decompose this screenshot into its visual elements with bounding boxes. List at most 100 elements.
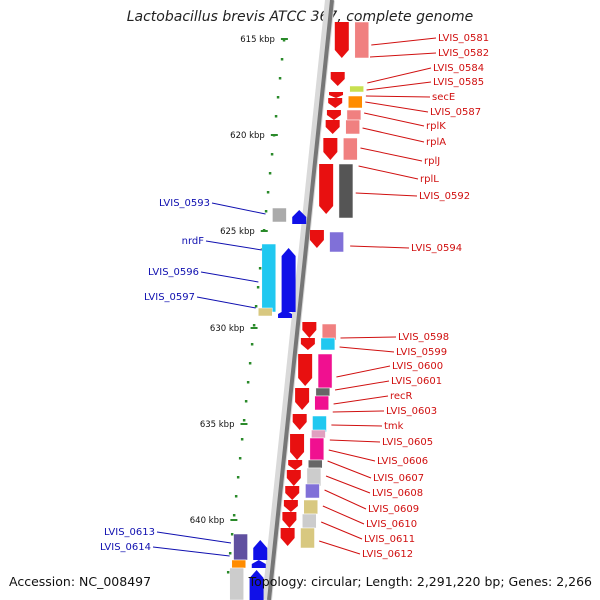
gene-feature-box xyxy=(300,527,315,549)
label-leader xyxy=(319,540,361,555)
gene-arrow-forward xyxy=(326,110,341,120)
gene-arrow-forward xyxy=(290,434,305,460)
gene-label: LVIS_0605 xyxy=(382,437,433,448)
gene-label: LVIS_0607 xyxy=(373,473,424,484)
backbone-layer xyxy=(262,0,335,600)
label-leader xyxy=(328,449,376,462)
gene-feature-box xyxy=(261,243,277,313)
label-leader xyxy=(364,112,425,127)
label-layer: LVIS_0581 LVIS_0582 LVIS_0584 LVIS_0585 secE… xyxy=(100,33,489,560)
axis-dot xyxy=(228,552,232,555)
gene-feature-box xyxy=(354,21,370,59)
gene-label: LVIS_0600 xyxy=(392,361,443,372)
tick-layer: 615 kbp 620 kbp 625 kbp 630 kbp 635 kbp 640 k… xyxy=(190,35,288,574)
label-leader xyxy=(211,202,266,215)
gene-label: LVIS_0610 xyxy=(366,519,417,530)
label-leader xyxy=(196,296,256,309)
gene-feature-box xyxy=(312,415,327,433)
label-leader xyxy=(334,380,390,391)
gene-label: LVIS_0611 xyxy=(364,534,415,545)
gene-arrow-reverse xyxy=(292,210,307,224)
tick-label: 640 kbp xyxy=(190,516,225,526)
gene-feature-box xyxy=(321,323,337,341)
label-leader xyxy=(340,336,397,339)
axis-dot xyxy=(244,400,248,403)
axis-dot xyxy=(252,324,256,327)
axis-dot xyxy=(264,210,268,213)
gene-label: LVIS_0614 xyxy=(100,542,151,553)
axis-dot xyxy=(234,495,238,498)
gene-label: rplL xyxy=(420,174,439,185)
label-leader xyxy=(350,245,410,249)
tick-label: 635 kbp xyxy=(200,420,235,430)
label-leader xyxy=(324,489,367,510)
gene-feature-box xyxy=(231,559,247,569)
gene-arrow-forward xyxy=(329,92,344,98)
gene-arrow-forward xyxy=(286,470,301,486)
gene-label: LVIS_0603 xyxy=(386,406,437,417)
gene-arrow-forward xyxy=(295,388,310,410)
map-title: Lactobacillus brevis ATCC 367, complete … xyxy=(126,9,474,25)
gene-feature-box xyxy=(349,85,364,93)
gene-feature-box xyxy=(329,231,344,253)
gene-feature-box xyxy=(257,307,273,317)
gene-arrow-forward xyxy=(319,164,334,214)
gene-label: recR xyxy=(390,391,413,402)
gene-feature-box xyxy=(315,387,331,397)
gene-label: LVIS_0592 xyxy=(419,191,470,202)
gene-arrow-forward xyxy=(292,414,307,430)
label-leader xyxy=(322,505,365,525)
gene-label: LVIS_0596 xyxy=(148,267,199,278)
label-leader xyxy=(205,240,262,251)
gene-feature-box xyxy=(309,437,325,461)
gene-arrow-reverse xyxy=(253,540,268,560)
gene-feature-box xyxy=(308,459,323,469)
tick-label: 625 kbp xyxy=(220,227,255,237)
gene-arrow-forward xyxy=(330,72,345,86)
gene-feature-box xyxy=(305,483,320,499)
gene-feature-box xyxy=(311,429,326,439)
topology-text: Topology: circular; Length: 2,291,220 bp… xyxy=(248,574,592,589)
gene-arrow-reverse xyxy=(281,248,296,312)
gene-feature-box xyxy=(346,109,362,121)
axis-dot xyxy=(274,115,278,118)
axis-dot xyxy=(250,343,254,346)
gene-label: LVIS_0584 xyxy=(433,63,484,74)
tick-label: 620 kbp xyxy=(230,131,265,141)
gene-arrow-forward xyxy=(328,98,343,108)
gene-label: LVIS_0587 xyxy=(430,107,481,118)
gene-feature-box xyxy=(348,95,363,109)
label-leader xyxy=(360,147,423,162)
gene-arrow-reverse xyxy=(251,560,266,568)
gene-arrow-reverse xyxy=(249,570,264,600)
axis-dot xyxy=(280,58,284,61)
label-leader xyxy=(366,81,432,91)
gene-label: secE xyxy=(432,92,455,103)
axis-dot xyxy=(268,172,272,175)
axis-dot xyxy=(258,267,262,270)
gene-arrow-forward xyxy=(300,338,315,350)
label-leader xyxy=(339,346,395,353)
gene-feature-box xyxy=(338,163,354,219)
gene-feature-box xyxy=(317,353,333,389)
axis-dot xyxy=(248,362,252,365)
gene-arrow-forward xyxy=(309,230,324,248)
label-leader xyxy=(325,475,371,494)
axis-dot xyxy=(242,419,246,422)
gene-arrow-forward xyxy=(285,486,300,500)
gene-label: LVIS_0585 xyxy=(433,77,484,88)
backbone-line xyxy=(267,0,334,600)
axis-dot xyxy=(256,286,260,289)
gene-label: LVIS_0608 xyxy=(372,488,423,499)
gene-label: rplJ xyxy=(424,156,440,167)
tick-label: 615 kbp xyxy=(240,35,275,45)
label-leader xyxy=(369,52,437,58)
gene-feature-box xyxy=(320,337,336,351)
label-leader xyxy=(358,165,419,180)
label-leader xyxy=(371,37,437,46)
axis-dot xyxy=(226,571,230,574)
gene-label: nrdF xyxy=(182,236,205,247)
gene-arrow-forward xyxy=(288,460,303,470)
label-leader xyxy=(355,192,418,197)
